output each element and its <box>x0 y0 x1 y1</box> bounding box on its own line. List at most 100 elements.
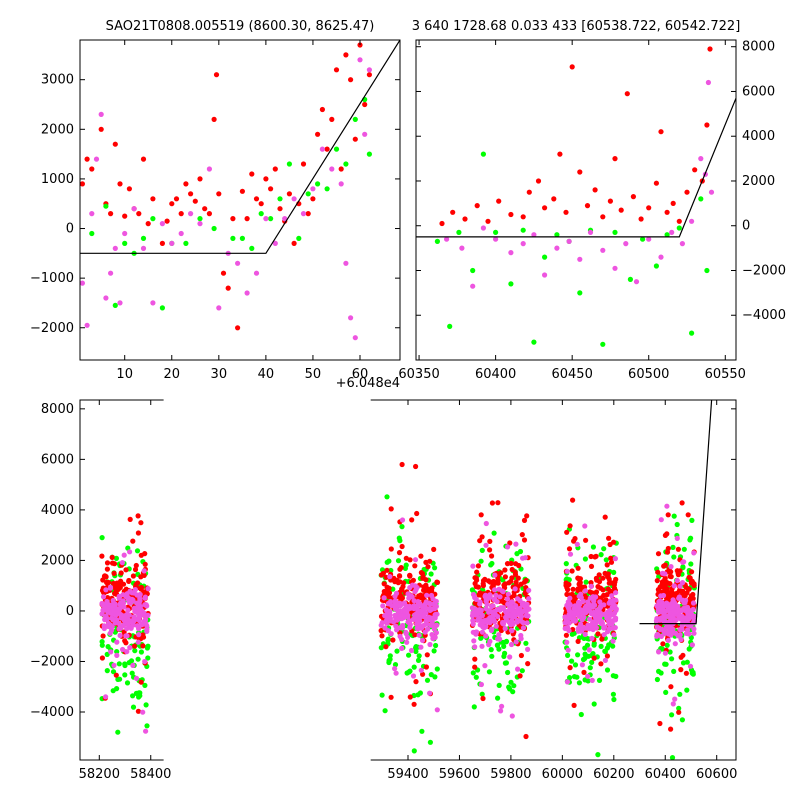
data-point-green <box>399 524 405 530</box>
data-point-red <box>596 572 602 578</box>
data-point-green <box>104 668 110 674</box>
data-point-red <box>220 270 227 276</box>
data-point-red <box>348 77 354 83</box>
data-point-pink <box>582 588 589 594</box>
data-point-green <box>688 535 694 541</box>
x-tick-label: 30 <box>211 367 228 382</box>
data-point-green <box>124 680 131 686</box>
data-point-green <box>470 670 476 676</box>
data-point-red <box>117 181 123 187</box>
data-point-green <box>514 551 520 557</box>
data-point-green <box>144 645 150 651</box>
data-point-green <box>582 556 589 562</box>
data-point-pink <box>513 639 519 645</box>
data-point-red <box>211 116 217 122</box>
x-tick-label: 60 <box>352 367 369 382</box>
data-point-red <box>630 194 637 200</box>
data-point-red <box>479 534 485 540</box>
data-point-pink <box>357 57 363 63</box>
data-point-red <box>596 579 603 585</box>
data-point-pink <box>493 592 499 598</box>
data-point-green <box>133 690 139 697</box>
y-tick-label: −4000 <box>30 705 74 720</box>
data-point-red <box>668 726 674 732</box>
data-point-red <box>150 196 156 202</box>
model-line <box>639 400 713 625</box>
data-point-red <box>595 584 601 590</box>
data-point-green <box>427 739 433 745</box>
data-point-pink <box>565 603 572 609</box>
data-point-red <box>512 569 518 575</box>
data-point-red <box>675 546 682 552</box>
data-point-green <box>598 552 604 558</box>
data-point-pink <box>493 236 499 242</box>
data-point-pink <box>393 590 400 597</box>
data-point-pink <box>596 615 603 622</box>
data-point-pink <box>486 642 492 648</box>
data-point-pink <box>319 146 325 152</box>
data-point-red <box>576 575 582 582</box>
data-point-pink <box>509 628 515 634</box>
data-point-red <box>563 632 570 638</box>
data-point-pink <box>169 240 175 246</box>
data-point-red <box>489 553 495 559</box>
data-point-pink <box>492 611 498 618</box>
data-point-pink <box>476 609 482 615</box>
data-point-pink <box>674 535 680 542</box>
data-point-pink <box>495 636 501 642</box>
data-point-red <box>664 209 670 215</box>
data-point-red <box>521 537 528 543</box>
data-point-pink <box>478 681 484 688</box>
data-point-red <box>607 198 614 204</box>
data-point-pink <box>579 610 585 616</box>
data-point-green <box>505 669 511 676</box>
data-point-pink <box>470 591 477 598</box>
data-point-red <box>502 574 508 580</box>
data-point-red <box>99 553 105 559</box>
data-point-green <box>688 561 694 567</box>
data-point-pink <box>504 596 511 602</box>
data-point-red <box>378 628 384 634</box>
data-point-green <box>415 657 422 664</box>
data-point-red <box>507 540 513 546</box>
data-point-green <box>286 161 292 167</box>
data-point-red <box>624 91 630 97</box>
data-point-green <box>489 653 495 659</box>
y-tick-label: −2000 <box>30 321 74 336</box>
data-point-pink <box>479 643 485 649</box>
data-point-pink <box>348 315 354 321</box>
x-tick-label: 60350 <box>398 367 439 382</box>
data-point-red <box>653 180 660 186</box>
data-point-red <box>690 591 696 598</box>
data-point-pink <box>500 619 506 626</box>
data-point-green <box>585 678 591 684</box>
data-point-red <box>603 597 609 603</box>
data-point-red <box>98 126 104 132</box>
data-point-green <box>382 708 388 714</box>
x-tick-label: 40 <box>258 367 275 382</box>
data-point-pink <box>526 587 532 594</box>
data-point-pink <box>678 636 684 643</box>
data-point-red <box>604 562 610 568</box>
data-point-red <box>592 187 598 193</box>
data-point-red <box>300 161 307 167</box>
data-point-green <box>419 728 425 734</box>
data-point-red <box>140 632 146 638</box>
data-point-green <box>590 544 597 550</box>
data-point-pink <box>492 587 498 593</box>
data-point-red <box>667 573 673 579</box>
data-point-red <box>140 643 146 649</box>
data-point-red <box>606 580 612 586</box>
data-point-red <box>89 166 95 172</box>
data-point-pink <box>413 616 419 622</box>
data-point-pink <box>480 225 486 231</box>
data-point-pink <box>419 637 426 644</box>
data-point-red <box>112 590 118 597</box>
data-point-red <box>575 638 581 645</box>
data-point-pink <box>144 628 150 635</box>
data-point-red <box>612 156 618 162</box>
data-point-red <box>593 589 600 595</box>
data-point-red <box>366 72 372 78</box>
y-tick-label: 4000 <box>41 503 74 518</box>
data-point-pink <box>525 646 531 653</box>
